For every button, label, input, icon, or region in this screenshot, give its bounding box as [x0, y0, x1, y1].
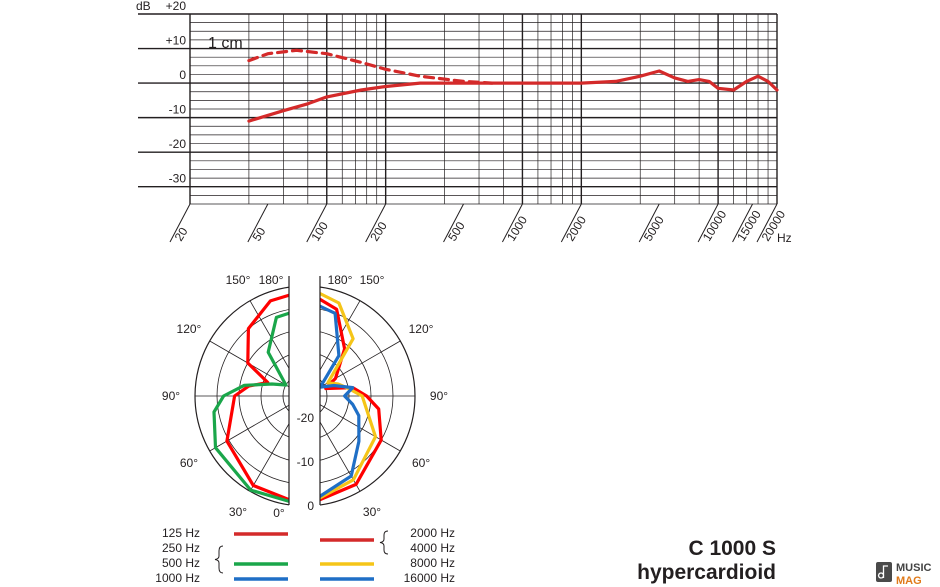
response-curve	[247, 69, 779, 123]
polar-labels: 0° 30° 60° 90° 120° 150° 180° 30° 60° 90° 120° 150°…	[162, 273, 448, 520]
polar-db-label: -10	[297, 455, 315, 469]
pickup-pattern: hypercardioid	[637, 561, 776, 584]
polar-angle-label: 150°	[226, 273, 251, 287]
hz-tick-label: 5000	[641, 213, 667, 243]
polar-angle-label: 0°	[273, 506, 285, 520]
legend-right-label: 4000 Hz	[410, 541, 455, 555]
polar-angle-label: 150°	[360, 273, 385, 287]
polar-angle-label: 180°	[259, 273, 284, 287]
polar-curve-right-blue	[303, 297, 361, 508]
model-name: C 1000 S	[688, 537, 776, 560]
hz-tick-mark	[638, 203, 660, 243]
watermark-line1: MUSIC	[896, 562, 932, 574]
distance-annotation: 1 cm	[208, 35, 243, 52]
polar-curve-left-green	[212, 306, 307, 508]
polar-angle-label: 30°	[229, 505, 247, 519]
polar-curves	[212, 284, 383, 508]
hz-tick-mark	[306, 203, 328, 243]
musicmag-watermark: MUSIC MAG	[876, 562, 932, 587]
hz-tick-label: 20	[172, 225, 191, 244]
hz-tick-mark	[169, 203, 191, 243]
polar-angle-label: 90°	[162, 389, 180, 403]
polar-angle-label: 120°	[409, 322, 434, 336]
hz-tick-label: 500	[445, 219, 468, 244]
hz-tick-label: 10000	[700, 208, 730, 244]
db-axis-labels: dB +20 +10 0 -10 -20 -30	[136, 0, 186, 186]
watermark-line2: MAG	[896, 575, 922, 587]
legend-left-label: 500 Hz	[162, 556, 200, 570]
db-tick-label: 0	[179, 68, 186, 82]
frequency-response-chart: dB +20 +10 0 -10 -20 -30 20 50 100 200 500 1000 200…	[136, 0, 792, 245]
legend-right-label: 16000 Hz	[404, 571, 455, 585]
legend-left-label: 125 Hz	[162, 526, 200, 540]
polar-center-gap	[289, 275, 320, 515]
watermark-note-icon	[877, 565, 888, 579]
db-tick-label: -10	[169, 103, 187, 117]
hz-tick-mark	[443, 203, 464, 243]
legend-left-labels: 125 Hz 250 Hz 500 Hz 1000 Hz	[155, 526, 200, 585]
polar-angle-label: 60°	[412, 456, 430, 470]
hz-tick-label: 2000	[563, 213, 589, 243]
polar-db-label: 0	[307, 499, 314, 513]
polar-angle-label: 30°	[363, 505, 381, 519]
db-tick-label: -20	[169, 137, 187, 151]
polar-pattern-chart: 0° 30° 60° 90° 120° 150° 180° 30° 60° 90° 120° 150°…	[162, 273, 448, 520]
hz-tick-label: 1000	[504, 213, 530, 243]
frequency-curves	[247, 48, 779, 123]
hz-tick-mark	[756, 203, 778, 243]
polar-angle-label: 180°	[328, 273, 353, 287]
legend-left-label: 250 Hz	[162, 541, 200, 555]
legend-right-label: 2000 Hz	[410, 526, 455, 540]
db-tick-label: -30	[169, 172, 187, 186]
hz-unit-label: Hz	[777, 231, 792, 245]
hz-tick-mark	[732, 203, 753, 243]
hz-tick-mark	[560, 203, 582, 243]
hz-tick-label: 200	[367, 219, 390, 244]
hz-tick-mark	[247, 203, 269, 243]
legend-left-brace	[214, 545, 224, 574]
hz-tick-mark	[501, 203, 523, 243]
hz-tick-mark	[365, 203, 387, 243]
db-tick-label: +20	[166, 0, 187, 13]
hz-tick-label: 50	[250, 225, 269, 244]
hz-tick-label: 100	[308, 219, 331, 244]
db-unit-label: dB	[136, 0, 151, 13]
db-tick-label: +10	[166, 34, 187, 48]
legend-left-label: 1000 Hz	[155, 571, 200, 585]
frequency-legend: 125 Hz 250 Hz 500 Hz 1000 Hz 2000 Hz 400…	[155, 526, 455, 585]
legend-right-brace	[379, 530, 389, 555]
polar-angle-label: 60°	[180, 456, 198, 470]
response-curve-1cm	[247, 48, 494, 85]
hz-tick-mark	[697, 203, 719, 243]
polar-angle-label: 120°	[177, 322, 202, 336]
legend-right-label: 8000 Hz	[410, 556, 455, 570]
polar-db-label: -20	[297, 411, 315, 425]
polar-spoke	[304, 395, 401, 452]
polar-angle-label: 90°	[430, 389, 448, 403]
legend-right-labels: 2000 Hz 4000 Hz 8000 Hz 16000 Hz	[404, 526, 455, 585]
